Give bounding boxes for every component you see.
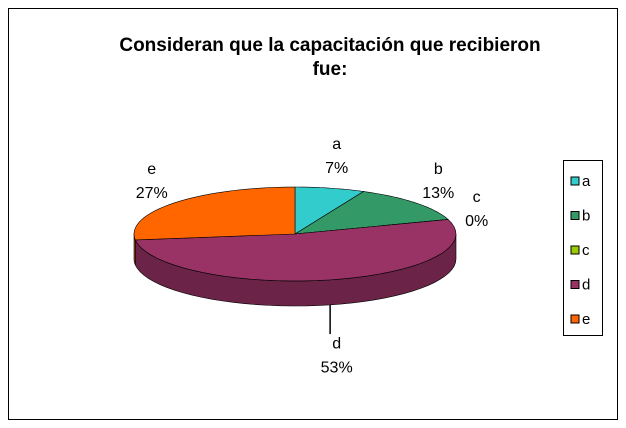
pie-slice [294,186,365,235]
legend-swatch [570,314,580,324]
data-label-value: 53% [321,359,353,376]
legend-box [563,160,603,336]
data-label-value: 27% [136,185,168,202]
pie-slice [294,191,449,235]
data-label-value: 13% [422,185,454,202]
legend-swatch [570,280,580,289]
legend-label: a [582,173,591,190]
legend-label: e [582,311,590,328]
data-label-name: a [332,136,341,153]
legend-label: b [582,207,590,224]
legend-swatch [570,176,580,186]
data-label-name: e [147,161,156,178]
legend-label: d [582,276,590,293]
data-label-name: d [332,335,341,352]
pie-slice [134,219,457,282]
legend-swatch [570,211,580,220]
legend-swatch [570,245,580,255]
pie-slice [133,186,296,241]
data-label-value: 0% [465,213,488,230]
data-label-name: b [434,161,443,178]
data-label-value: 7% [325,160,348,177]
data-label-name: c [473,189,481,206]
legend-label: c [582,242,590,259]
chart-title: Consideran que la capacitación que recib… [119,35,541,80]
